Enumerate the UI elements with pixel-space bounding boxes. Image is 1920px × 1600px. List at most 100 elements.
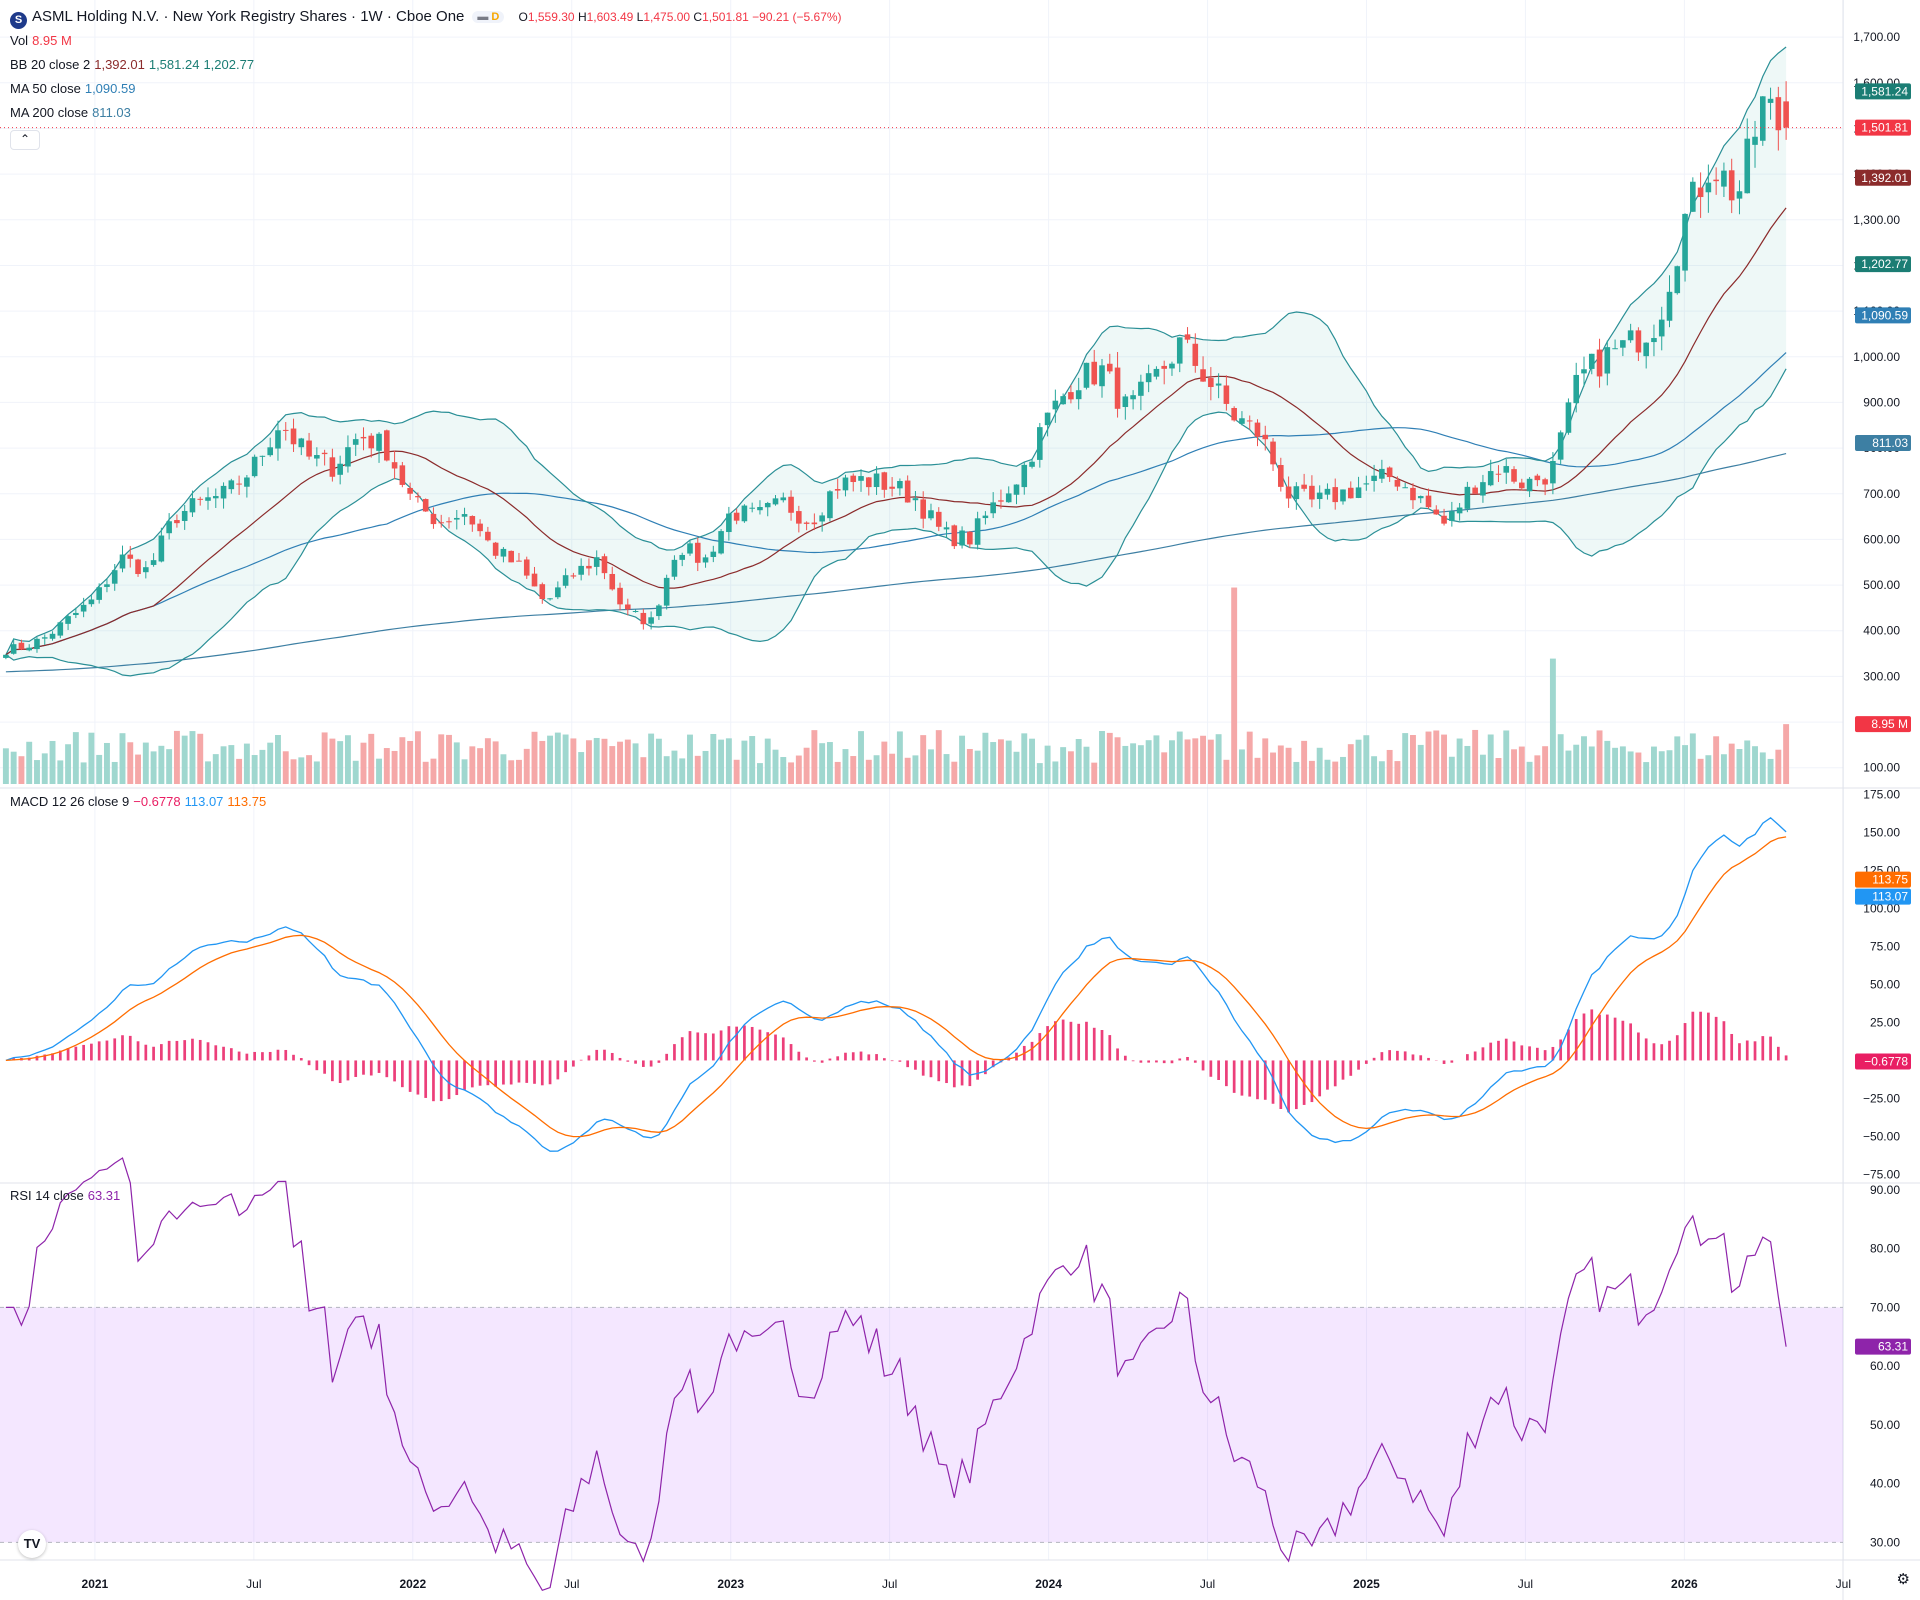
- price-axis-label: 1,202.77: [1861, 257, 1908, 271]
- candle-body: [430, 513, 437, 525]
- candle-body: [1285, 486, 1292, 499]
- candle-body: [26, 647, 33, 651]
- chevron-up-icon: ⌃: [19, 132, 31, 146]
- volume-bar: [974, 750, 981, 784]
- volume-bar: [1052, 761, 1059, 784]
- rsi-legend-name: RSI: [10, 1188, 32, 1203]
- candle-body: [570, 575, 577, 577]
- volume-bar: [1456, 738, 1463, 784]
- volume-bar: [850, 756, 857, 784]
- candle-body: [803, 522, 810, 524]
- price-tick-label: 1,300.00: [1853, 213, 1900, 227]
- candle-body: [275, 430, 281, 449]
- symbol-legend[interactable]: S ASML Holding N.V. · New York Registry S…: [10, 8, 842, 29]
- volume-bar: [127, 742, 134, 784]
- candle-body: [49, 633, 56, 639]
- candle-body: [212, 496, 219, 499]
- candle-body: [438, 522, 445, 524]
- settings-gear-icon[interactable]: ⚙: [1897, 1570, 1910, 1588]
- candle-body: [617, 587, 623, 605]
- volume-bar: [80, 762, 87, 784]
- volume-bar: [959, 735, 966, 784]
- candle-body: [1037, 427, 1043, 460]
- macd-axis-label-bg: [1855, 1053, 1911, 1070]
- volume-bar: [687, 734, 693, 784]
- candle-body: [788, 496, 794, 513]
- candle-body: [65, 616, 71, 624]
- macd-tick-label: 150.00: [1863, 826, 1900, 840]
- volume-bar: [1285, 747, 1292, 784]
- volume-bar: [889, 753, 896, 784]
- volume-bar: [1425, 731, 1432, 784]
- price-axis-label: 1,090.59: [1861, 308, 1908, 322]
- vol-legend[interactable]: Vol 8.95 M: [10, 33, 72, 48]
- volume-bar: [1246, 731, 1253, 784]
- candle-body: [1114, 367, 1121, 409]
- candle-body: [1223, 385, 1230, 404]
- candle-body: [1231, 408, 1237, 421]
- candle-body: [1021, 464, 1028, 488]
- volume-bar: [344, 735, 351, 784]
- tradingview-logo-icon[interactable]: TV: [18, 1530, 46, 1558]
- data-status-chip[interactable]: ▬ D: [472, 11, 505, 23]
- volume-bar: [1293, 761, 1300, 784]
- candle-body: [943, 527, 950, 530]
- candle-body: [1402, 487, 1408, 489]
- volume-bar: [166, 749, 173, 784]
- ohlc-open-label: O: [518, 10, 528, 24]
- volume-bar: [57, 760, 64, 784]
- volume-bar: [251, 755, 258, 784]
- time-tick-label: 2021: [82, 1577, 109, 1591]
- macd-tick-label: −50.00: [1863, 1129, 1900, 1143]
- bb-legend-name: BB: [10, 57, 28, 72]
- bb-basis-line: [5, 207, 1787, 656]
- candle-body: [967, 531, 973, 545]
- symbol-logo-icon: S: [10, 12, 27, 29]
- ma50-legend[interactable]: MA 50 close 1,090.59: [10, 81, 135, 96]
- candle-body: [1332, 487, 1339, 503]
- macd-tick-label: −25.00: [1863, 1091, 1900, 1105]
- volume-bar: [72, 732, 79, 784]
- candle-body: [1060, 396, 1066, 405]
- volume-bar: [718, 739, 725, 784]
- bb-legend[interactable]: BB 20 close 2 1,392.01 1,581.24 1,202.77: [10, 57, 254, 72]
- collapse-legend-button[interactable]: ⌃: [10, 130, 40, 150]
- volume-bar: [306, 755, 313, 784]
- candle-body: [648, 617, 654, 624]
- candle-body: [1184, 334, 1191, 340]
- volume-bar: [243, 743, 250, 784]
- volume-bar: [881, 741, 888, 784]
- candle-body: [1775, 97, 1782, 131]
- volume-bar: [928, 749, 934, 784]
- candle-body: [298, 438, 305, 448]
- volume-bar: [725, 738, 732, 784]
- candle-body: [407, 488, 413, 494]
- candle-body: [205, 497, 211, 501]
- volume-bar: [189, 731, 196, 784]
- candle-body: [1379, 468, 1385, 479]
- candle-body: [422, 499, 429, 512]
- candle-body: [1596, 349, 1603, 377]
- rsi-tick-label: 30.00: [1870, 1535, 1900, 1549]
- candle-body: [586, 565, 592, 569]
- volume-bar: [376, 758, 382, 784]
- volume-bar: [547, 735, 554, 784]
- candle-body: [174, 520, 180, 524]
- macd-axis-label-bg: [1855, 888, 1911, 905]
- time-tick-label: Jul: [1200, 1577, 1215, 1591]
- volume-bar: [1355, 739, 1362, 784]
- vol-legend-name: Vol: [10, 33, 29, 48]
- candle-body: [446, 521, 452, 523]
- rsi-legend[interactable]: RSI 14 close 63.31: [10, 1188, 120, 1203]
- price-tick-label: 400.00: [1863, 624, 1900, 638]
- macd-legend[interactable]: MACD 12 26 close 9 −0.6778 113.07 113.75: [10, 794, 266, 809]
- volume-bar: [1495, 758, 1502, 784]
- ma200-legend[interactable]: MA 200 close 811.03: [10, 105, 131, 120]
- candle-body: [329, 457, 336, 477]
- ohlc-close-label: C: [693, 10, 703, 24]
- candle-body: [881, 472, 888, 490]
- candle-body: [1557, 432, 1564, 460]
- time-tick-label: 2022: [399, 1577, 426, 1591]
- volume-bar: [1371, 756, 1378, 784]
